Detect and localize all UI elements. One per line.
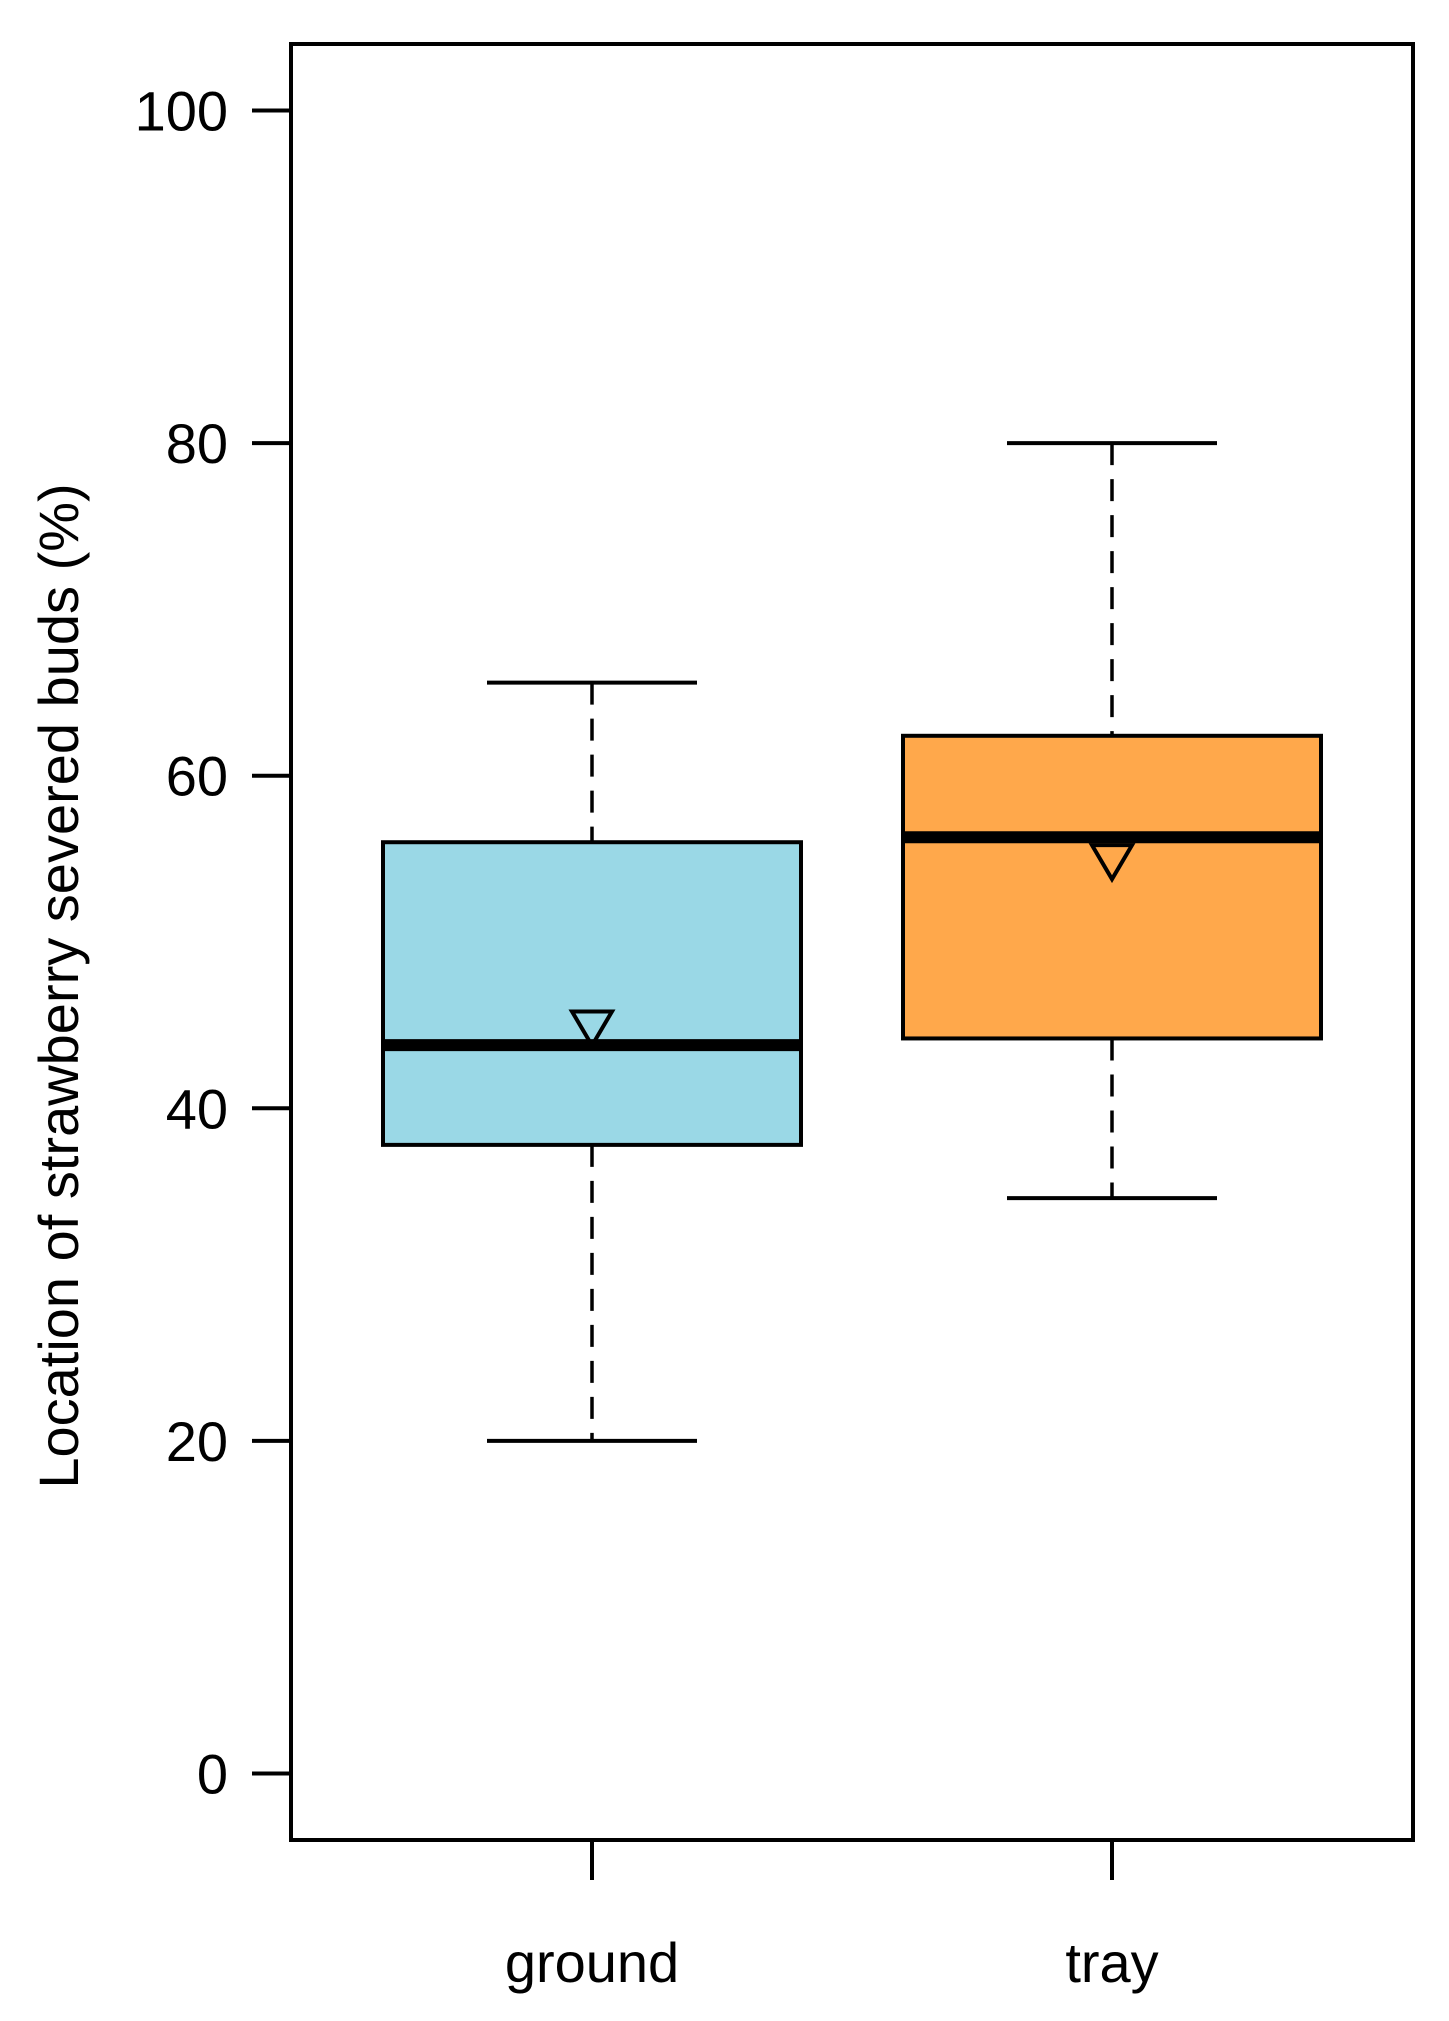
boxes-group [381,441,1323,1443]
y-axis: 0 20 40 60 80 100 [135,80,291,1805]
x-tick-label-ground: ground [505,1931,679,1994]
x-axis: ground tray [505,1840,1159,1994]
y-tick-label-0: 0 [197,1742,228,1805]
mean-marker-ground [568,1009,616,1050]
y-axis-title: Location of strawberry severed buds (%) [27,483,90,1488]
y-tick-label-40: 40 [166,1077,228,1140]
iqr-box-ground [381,840,803,1147]
y-tick-label-20: 20 [166,1410,228,1473]
mean-marker-tray [1088,843,1136,884]
box-tray [901,441,1323,1201]
plot-frame [289,42,1415,1842]
iqr-box-tray [901,733,1323,1041]
x-tick-label-tray: tray [1065,1931,1158,1994]
y-tick-label-60: 60 [166,745,228,808]
box-ground [381,680,803,1443]
y-tick-label-80: 80 [166,412,228,475]
y-tick-label-100: 100 [135,80,228,143]
